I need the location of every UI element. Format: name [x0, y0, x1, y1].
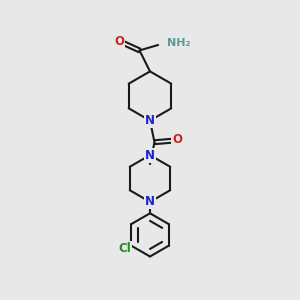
Text: N: N	[145, 195, 155, 208]
Text: Cl: Cl	[118, 242, 131, 255]
Text: O: O	[172, 133, 182, 146]
Text: NH₂: NH₂	[167, 38, 190, 49]
Text: N: N	[145, 148, 155, 162]
Text: O: O	[114, 35, 124, 48]
Text: N: N	[145, 114, 155, 127]
